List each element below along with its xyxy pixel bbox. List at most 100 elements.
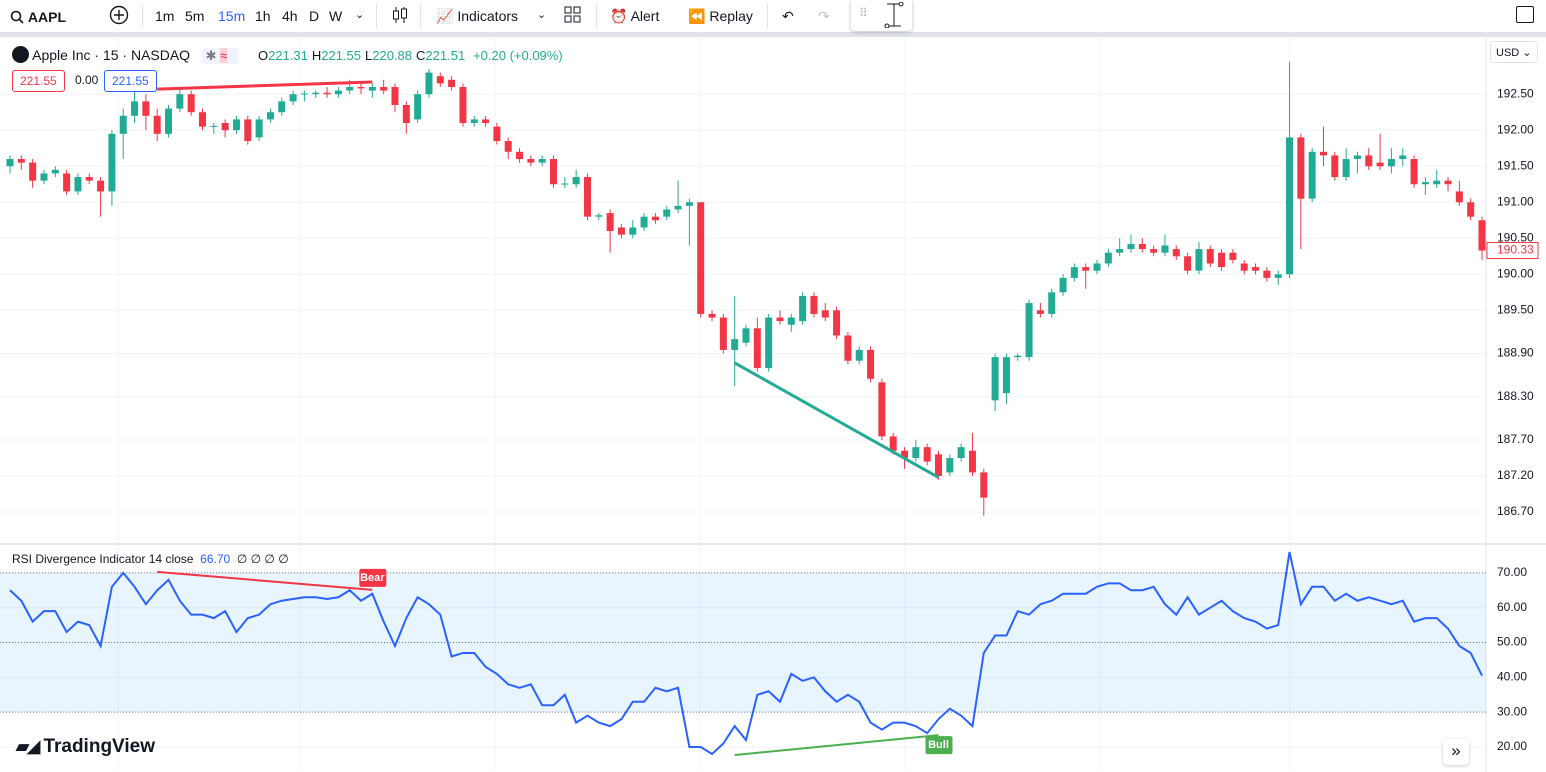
candles-icon (393, 7, 407, 23)
rsi-line (9, 551, 1483, 756)
symbol-name: Apple Inc · 15 · NASDAQ (32, 47, 191, 63)
candle-body (1331, 155, 1339, 178)
status-badges: ✱ ≈ (201, 48, 238, 65)
candle-body (889, 436, 897, 451)
candle-body (1025, 303, 1033, 358)
price-box: 221.55 (104, 70, 157, 92)
candle-body (1138, 244, 1146, 250)
candle-body (448, 79, 456, 87)
candle-body (527, 159, 535, 163)
separator (142, 4, 143, 28)
rsi-title: RSI Divergence Indicator (12, 552, 146, 566)
candle-body (165, 108, 173, 134)
candle-body (1014, 355, 1022, 358)
candle-body (221, 123, 229, 131)
alert-button[interactable]: ⏰ Alert (610, 8, 660, 24)
chart-type[interactable] (392, 4, 408, 29)
candle-body (1082, 267, 1090, 271)
candle-body (255, 119, 263, 138)
candle-body (119, 115, 127, 134)
candle-body (934, 454, 942, 477)
candle-body (425, 72, 433, 95)
scroll-button[interactable]: » (1443, 739, 1469, 765)
candle-body (1059, 277, 1067, 293)
candle-body (380, 86, 388, 91)
candle-body (29, 162, 37, 181)
brand-text: TradingView (43, 736, 156, 757)
interval[interactable]: W (329, 8, 343, 24)
candle-body (346, 86, 354, 91)
candle-body (493, 126, 501, 142)
candle-body (1376, 162, 1384, 167)
y-tick-label: 30.00 (1497, 704, 1527, 718)
candle-body (697, 202, 705, 314)
interval[interactable]: 1m (155, 8, 175, 24)
drawing-toolbar[interactable]: ⠿ (851, 0, 912, 31)
candle-body (1252, 267, 1260, 271)
candle-body (901, 450, 909, 458)
fullscreen[interactable] (1516, 6, 1534, 23)
candle-body (1455, 191, 1463, 203)
candle-body (1218, 252, 1226, 268)
dropdown[interactable]: ⌄ (355, 9, 365, 21)
symbol[interactable]: AAPL (10, 8, 66, 25)
replay-button[interactable]: ⏪ Replay (688, 8, 753, 24)
grid-icon (564, 6, 581, 23)
separator (596, 4, 597, 28)
interval[interactable]: D (309, 8, 320, 24)
divergence-line (734, 734, 939, 757)
candle-body (153, 115, 161, 134)
candle-body (561, 183, 569, 185)
candle-body (640, 216, 648, 228)
candle-body (1274, 274, 1282, 278)
candle-body (572, 177, 580, 185)
candle-body (74, 177, 82, 192)
currency[interactable]: USD ⌄ (1490, 41, 1538, 63)
dropdown[interactable]: ⌄ (537, 9, 547, 21)
candle-body (1172, 249, 1180, 257)
candle-body (142, 101, 150, 116)
candle-body (391, 86, 399, 105)
redo[interactable]: ↷ (818, 8, 830, 24)
candle-body (504, 141, 512, 152)
candle-body (980, 472, 988, 498)
ohlc-key: O (257, 48, 269, 63)
divergence-line (733, 361, 940, 479)
rsi-source: close (165, 552, 194, 566)
add-button[interactable] (108, 4, 130, 29)
y-tick-label: 187.20 (1497, 468, 1534, 482)
y-tick-label: 187.70 (1497, 432, 1534, 446)
indicators-text: Indicators (457, 8, 519, 24)
layouts-button[interactable] (564, 6, 582, 27)
interval[interactable]: 5m (185, 8, 205, 24)
candle-body (1206, 249, 1214, 264)
ohlc: O221.31 H221.55 L220.88 C221.51 (258, 48, 469, 63)
plus-icon (109, 5, 129, 25)
candle-body (923, 447, 931, 462)
candle-body (187, 94, 195, 113)
divergence-line (157, 80, 373, 91)
candle-body (51, 169, 59, 174)
candle-body (1070, 267, 1078, 278)
candle-body (1161, 245, 1169, 253)
candle-body (470, 119, 478, 124)
undo[interactable]: ↶ (782, 8, 794, 24)
interval[interactable]: 15m (218, 8, 246, 24)
candle-body (176, 94, 184, 109)
indicators-button[interactable]: 📈 Indicators (436, 8, 519, 24)
interval[interactable]: 1h (255, 8, 271, 24)
candle-body (210, 125, 218, 127)
candle-body (674, 205, 682, 210)
y-tick-label: 20.00 (1497, 739, 1527, 753)
last-price: 190.33 (1497, 243, 1534, 257)
price-box: 0.00 (68, 70, 106, 90)
candle-body (1036, 310, 1044, 314)
interval[interactable]: 4h (282, 8, 298, 24)
candle-body (1048, 292, 1056, 314)
candle-body (855, 349, 863, 361)
toolbar: AAPL 1m 5m 15m 1h 4h D W ⌄ 📈 Indicators ⌄ ⏰ Al… (0, 0, 1546, 37)
candle-body (402, 104, 410, 124)
divergence-line (157, 570, 373, 591)
candle-body (1410, 159, 1418, 185)
